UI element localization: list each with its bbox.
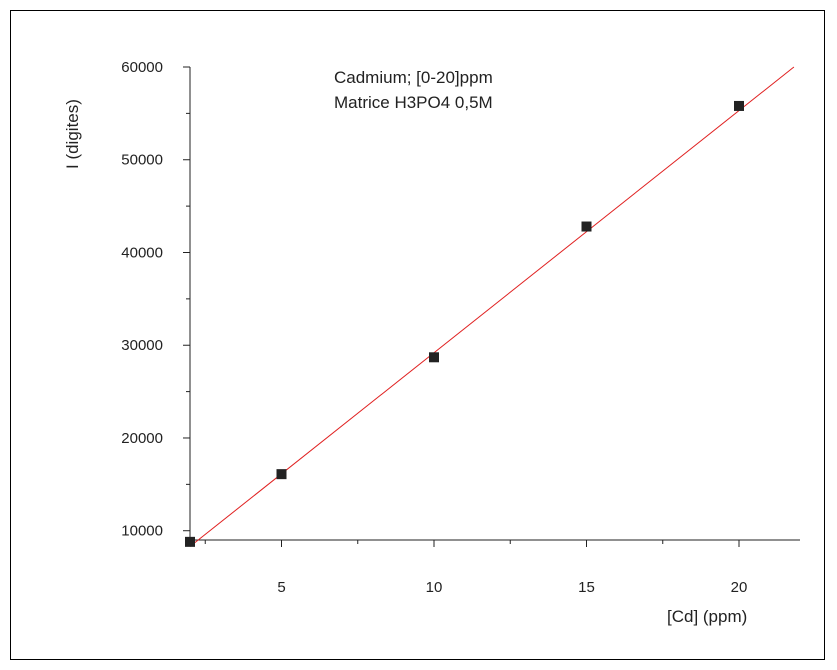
data-point	[429, 352, 439, 363]
y-tick-label: 60000	[121, 59, 163, 76]
y-tick-label: 30000	[121, 337, 163, 354]
data-point	[581, 221, 592, 232]
y-ticks: 10000 20000 30000 40000 50000 60000	[121, 59, 190, 540]
y-tick-label: 10000	[121, 523, 163, 540]
x-tick-label: 5	[277, 579, 285, 596]
x-tick-label: 10	[426, 579, 443, 596]
x-ticks: 5 10 15 20	[204, 540, 748, 596]
x-tick-label: 20	[731, 579, 748, 596]
y-tick-label: 40000	[121, 244, 163, 261]
y-axis-label: I (digites)	[63, 99, 82, 169]
chart-title-line-1: Cadmium; [0-20]ppm	[334, 68, 493, 87]
y-tick-label: 20000	[121, 430, 163, 447]
fit-line	[189, 66, 795, 547]
data-point	[276, 469, 287, 480]
chart-title-line-2: Matrice H3PO4 0,5M	[334, 93, 493, 112]
x-axis-label: [Cd] (ppm)	[667, 607, 747, 626]
chart-frame	[10, 10, 825, 660]
data-points	[185, 100, 744, 547]
y-tick-label: 50000	[121, 152, 163, 169]
data-point	[185, 536, 195, 547]
fit-line-group	[189, 66, 795, 547]
x-tick-label: 15	[578, 579, 595, 596]
data-point	[734, 100, 744, 111]
